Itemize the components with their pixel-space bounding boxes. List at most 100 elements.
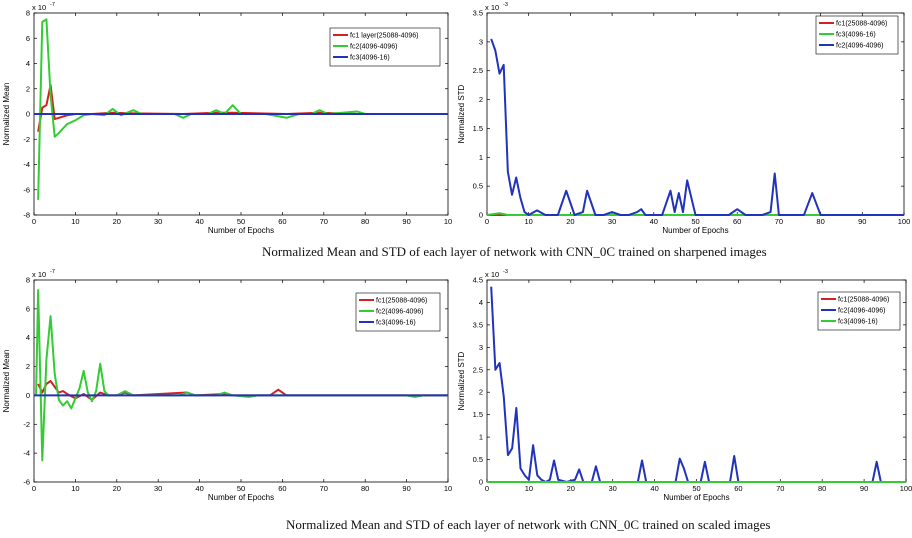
- y-tick-label: 0.5: [473, 455, 483, 464]
- x-tick-label: 0: [32, 217, 36, 226]
- std-chart-sharpened-svg: 0 10 20 30 40 50 60 70 80 90 100 0 0.5 1 1.5 2 2.5 3 3.5x …: [457, 2, 911, 235]
- legend-label: fc2(4096-4096): [838, 308, 885, 315]
- series-line-3: [490, 38, 904, 216]
- y-tick-label: 3: [479, 343, 483, 352]
- y-tick-label: 3.5: [473, 9, 483, 18]
- caption-sharpened: Normalized Mean and STD of each layer of…: [262, 244, 767, 259]
- std-chart-scaled: 0 10 20 30 40 50 60 70 80 90 100 0 0.5 1 1.5 2 2.5 3 3.5 4 4…: [456, 266, 912, 516]
- y-tick-label: 1.5: [473, 410, 483, 419]
- x-tick-label: 80: [361, 217, 369, 226]
- y-tick-label: 4: [26, 333, 30, 342]
- y-tick-label: -4: [23, 160, 30, 169]
- x-axis-label: Number of Epochs: [662, 226, 728, 235]
- axis-exponent-power: -3: [503, 2, 508, 8]
- y-axis-label: Normalized STD: [457, 84, 466, 143]
- x-tick-label: 40: [650, 217, 658, 226]
- y-tick-label: 3.5: [473, 320, 483, 329]
- y-tick-label: 6: [26, 34, 30, 43]
- std-chart-sharpened: 0 10 20 30 40 50 60 70 80 90 100 0 0.5 1 1.5 2 2.5 3 3.5 x …: [456, 0, 912, 240]
- legend-label: fc3(4096-16): [836, 32, 876, 39]
- legend-label: fc2(4096-4096): [350, 44, 397, 51]
- axis-exponent-power: -3: [503, 269, 508, 275]
- x-axis-label: Number of Epochs: [208, 226, 274, 235]
- y-tick-label: 0.5: [473, 182, 483, 191]
- y-axis-label: Normalized Mean: [2, 350, 11, 413]
- legend-label: fc2(4096-4096): [376, 309, 423, 316]
- x-tick-label: 100: [900, 484, 912, 493]
- y-tick-label: 4.5: [473, 276, 483, 285]
- x-tick-label: 60: [278, 217, 286, 226]
- y-tick-label: 6: [26, 304, 30, 313]
- y-tick-label: 0: [26, 391, 30, 400]
- x-tick-label: 20: [566, 217, 574, 226]
- legend-label: fc1(25088-4096): [376, 298, 427, 305]
- x-tick-label: 40: [195, 484, 203, 493]
- x-tick-label: 30: [609, 484, 617, 493]
- x-tick-label: 80: [818, 484, 826, 493]
- x-tick-label: 30: [608, 217, 616, 226]
- x-tick-label: 40: [195, 217, 203, 226]
- x-tick-label: 50: [691, 217, 699, 226]
- x-tick-label: 100: [898, 217, 911, 226]
- x-tick-label: 10: [525, 484, 533, 493]
- mean-chart-scaled-svg: 0 10 20 30 40 50 60 70 80 90 10 -6 -4 -2 0 2 4 6 8x 10 -7 Nu…: [2, 269, 452, 502]
- x-tick-label: 40: [650, 484, 658, 493]
- y-tick-label: -2: [23, 420, 30, 429]
- y-tick-label: 1: [479, 153, 483, 162]
- legend-label: fc3(4096-16): [376, 320, 416, 327]
- x-tick-label: 20: [113, 217, 121, 226]
- x-tick-label: 50: [692, 484, 700, 493]
- y-tick-label: 2: [26, 362, 30, 371]
- y-tick-label: 8: [26, 9, 30, 18]
- legend-label: fc1(25088-4096): [836, 21, 887, 28]
- x-tick-label: 10: [444, 217, 452, 226]
- x-tick-label: 30: [154, 217, 162, 226]
- y-tick-label: -8: [23, 211, 30, 220]
- x-axis-label: Number of Epochs: [208, 493, 274, 502]
- x-tick-label: 20: [113, 484, 121, 493]
- x-tick-label: 0: [32, 484, 36, 493]
- y-axis-label: Normalized STD: [457, 351, 466, 410]
- axis-exponent-power: -7: [50, 269, 55, 275]
- x-tick-label: 20: [567, 484, 575, 493]
- x-tick-label: 80: [816, 217, 824, 226]
- std-chart-scaled-svg: 0 10 20 30 40 50 60 70 80 90 100 0 0.5 1 1.5 2 2.5 3 3.5 4 4…: [457, 269, 912, 502]
- y-tick-label: 2.5: [473, 66, 483, 75]
- y-tick-label: 2: [26, 84, 30, 93]
- x-tick-label: 10: [71, 217, 79, 226]
- axis-exponent: x 10: [32, 270, 46, 279]
- y-tick-label: -6: [23, 185, 30, 194]
- x-tick-label: 70: [776, 484, 784, 493]
- x-tick-label: 60: [278, 484, 286, 493]
- x-tick-label: 50: [237, 484, 245, 493]
- x-tick-label: 70: [320, 217, 328, 226]
- x-tick-label: 70: [320, 484, 328, 493]
- legend-box: [329, 27, 441, 67]
- x-tick-label: 90: [402, 217, 410, 226]
- y-tick-label: 4: [26, 59, 30, 68]
- y-tick-label: 2: [479, 388, 483, 397]
- axis-exponent: x 10: [485, 3, 499, 12]
- x-tick-label: 10: [71, 484, 79, 493]
- legend-label: fc3(4096-16): [838, 319, 878, 326]
- x-tick-label: 60: [733, 217, 741, 226]
- mean-chart-sharpened-svg: 0 10 20 30 40 50 60 70 80 90 10 -8 -6 -4 -2 0 2 4 6 8x 10 -7…: [2, 2, 452, 235]
- y-tick-label: 0: [479, 211, 483, 220]
- x-axis-label: Number of Epochs: [663, 493, 729, 502]
- y-tick-label: 8: [26, 276, 30, 285]
- axis-exponent: x 10: [32, 3, 46, 12]
- x-tick-label: 60: [734, 484, 742, 493]
- x-tick-label: 0: [485, 484, 489, 493]
- x-tick-label: 90: [402, 484, 410, 493]
- x-tick-label: 70: [775, 217, 783, 226]
- legend-label: fc1(25088-4096): [838, 297, 889, 304]
- y-tick-label: 0: [479, 478, 483, 487]
- y-tick-label: 0: [26, 110, 30, 119]
- x-tick-label: 10: [444, 484, 452, 493]
- y-axis-label: Normalized Mean: [2, 83, 11, 146]
- caption-scaled: Normalized Mean and STD of each layer of…: [286, 517, 771, 532]
- y-tick-label: 4: [479, 298, 483, 307]
- y-tick-label: 1: [479, 433, 483, 442]
- y-tick-label: -4: [23, 449, 30, 458]
- legend-label: fc1 layer(25088-4096): [350, 33, 419, 40]
